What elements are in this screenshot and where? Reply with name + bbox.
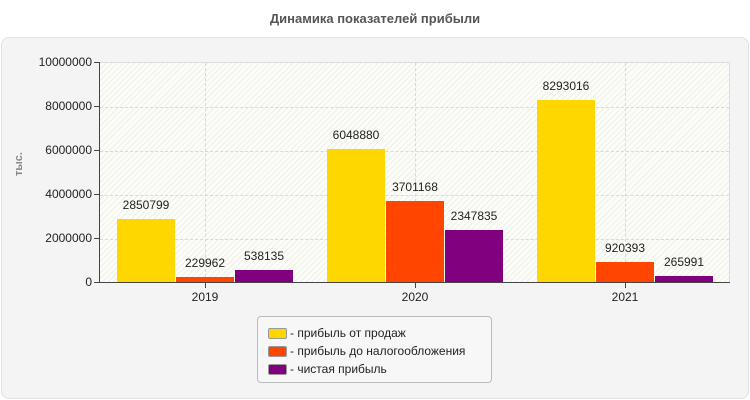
bar[interactable] — [445, 230, 503, 282]
bar-value-label: 2347835 — [450, 209, 498, 224]
y-tick — [94, 194, 99, 195]
gridline — [100, 195, 729, 196]
bar-value-label: 265991 — [663, 255, 705, 270]
bar-value-label: 538135 — [243, 249, 285, 264]
bar[interactable] — [386, 200, 444, 282]
legend-swatch — [268, 363, 287, 375]
x-axis — [99, 282, 730, 283]
bar[interactable] — [117, 219, 175, 282]
legend-label: - прибыль до налогообложения — [290, 344, 466, 358]
y-tick — [94, 62, 99, 63]
legend-item-pretax-profit[interactable]: - прибыль до налогообложения — [268, 343, 465, 359]
y-tick-label: 10000000 — [38, 55, 92, 69]
x-tick-label: 2021 — [611, 290, 639, 304]
legend-item-net-profit[interactable]: - чистая прибыль — [268, 361, 387, 377]
bar[interactable] — [235, 270, 293, 282]
chart-title: Динамика показателей прибыли — [269, 11, 481, 26]
y-tick-label: 2000000 — [45, 231, 92, 245]
legend-swatch — [268, 345, 287, 357]
y-tick — [94, 282, 99, 283]
bar[interactable] — [176, 276, 234, 282]
legend-label: - прибыль от продаж — [290, 326, 406, 340]
bar-value-label: 920393 — [604, 240, 646, 255]
legend-item-sales-profit[interactable]: - прибыль от продаж — [268, 325, 406, 341]
bar-value-label: 8293016 — [542, 78, 590, 93]
bar-value-label: 229962 — [184, 255, 226, 270]
legend: - прибыль от продаж - прибыль до налогоо… — [257, 316, 492, 383]
legend-swatch — [268, 327, 287, 339]
y-tick-label: 8000000 — [45, 99, 92, 113]
bar[interactable] — [327, 148, 385, 282]
bar[interactable] — [655, 276, 713, 282]
x-tick-label: 2020 — [401, 290, 429, 304]
y-tick-label: 6000000 — [45, 143, 92, 157]
gridline — [100, 151, 729, 152]
gridline — [205, 63, 206, 282]
gridline — [625, 63, 626, 282]
legend-label: - чистая прибыль — [290, 362, 387, 376]
y-tick — [94, 238, 99, 239]
bar-value-label: 3701168 — [392, 179, 438, 194]
gridline — [100, 107, 729, 108]
x-tick — [205, 283, 206, 288]
x-tick — [415, 283, 416, 288]
y-tick — [94, 150, 99, 151]
bar[interactable] — [596, 261, 654, 282]
y-tick-label: 4000000 — [45, 187, 92, 201]
x-tick — [625, 283, 626, 288]
bar[interactable] — [537, 99, 595, 282]
x-tick-label: 2019 — [191, 290, 219, 304]
y-tick — [94, 106, 99, 107]
y-tick-label: 0 — [85, 275, 92, 289]
gridline — [415, 63, 416, 282]
bar-value-label: 2850799 — [122, 198, 170, 213]
bar-value-label: 6048880 — [332, 127, 380, 142]
y-axis — [99, 62, 100, 283]
